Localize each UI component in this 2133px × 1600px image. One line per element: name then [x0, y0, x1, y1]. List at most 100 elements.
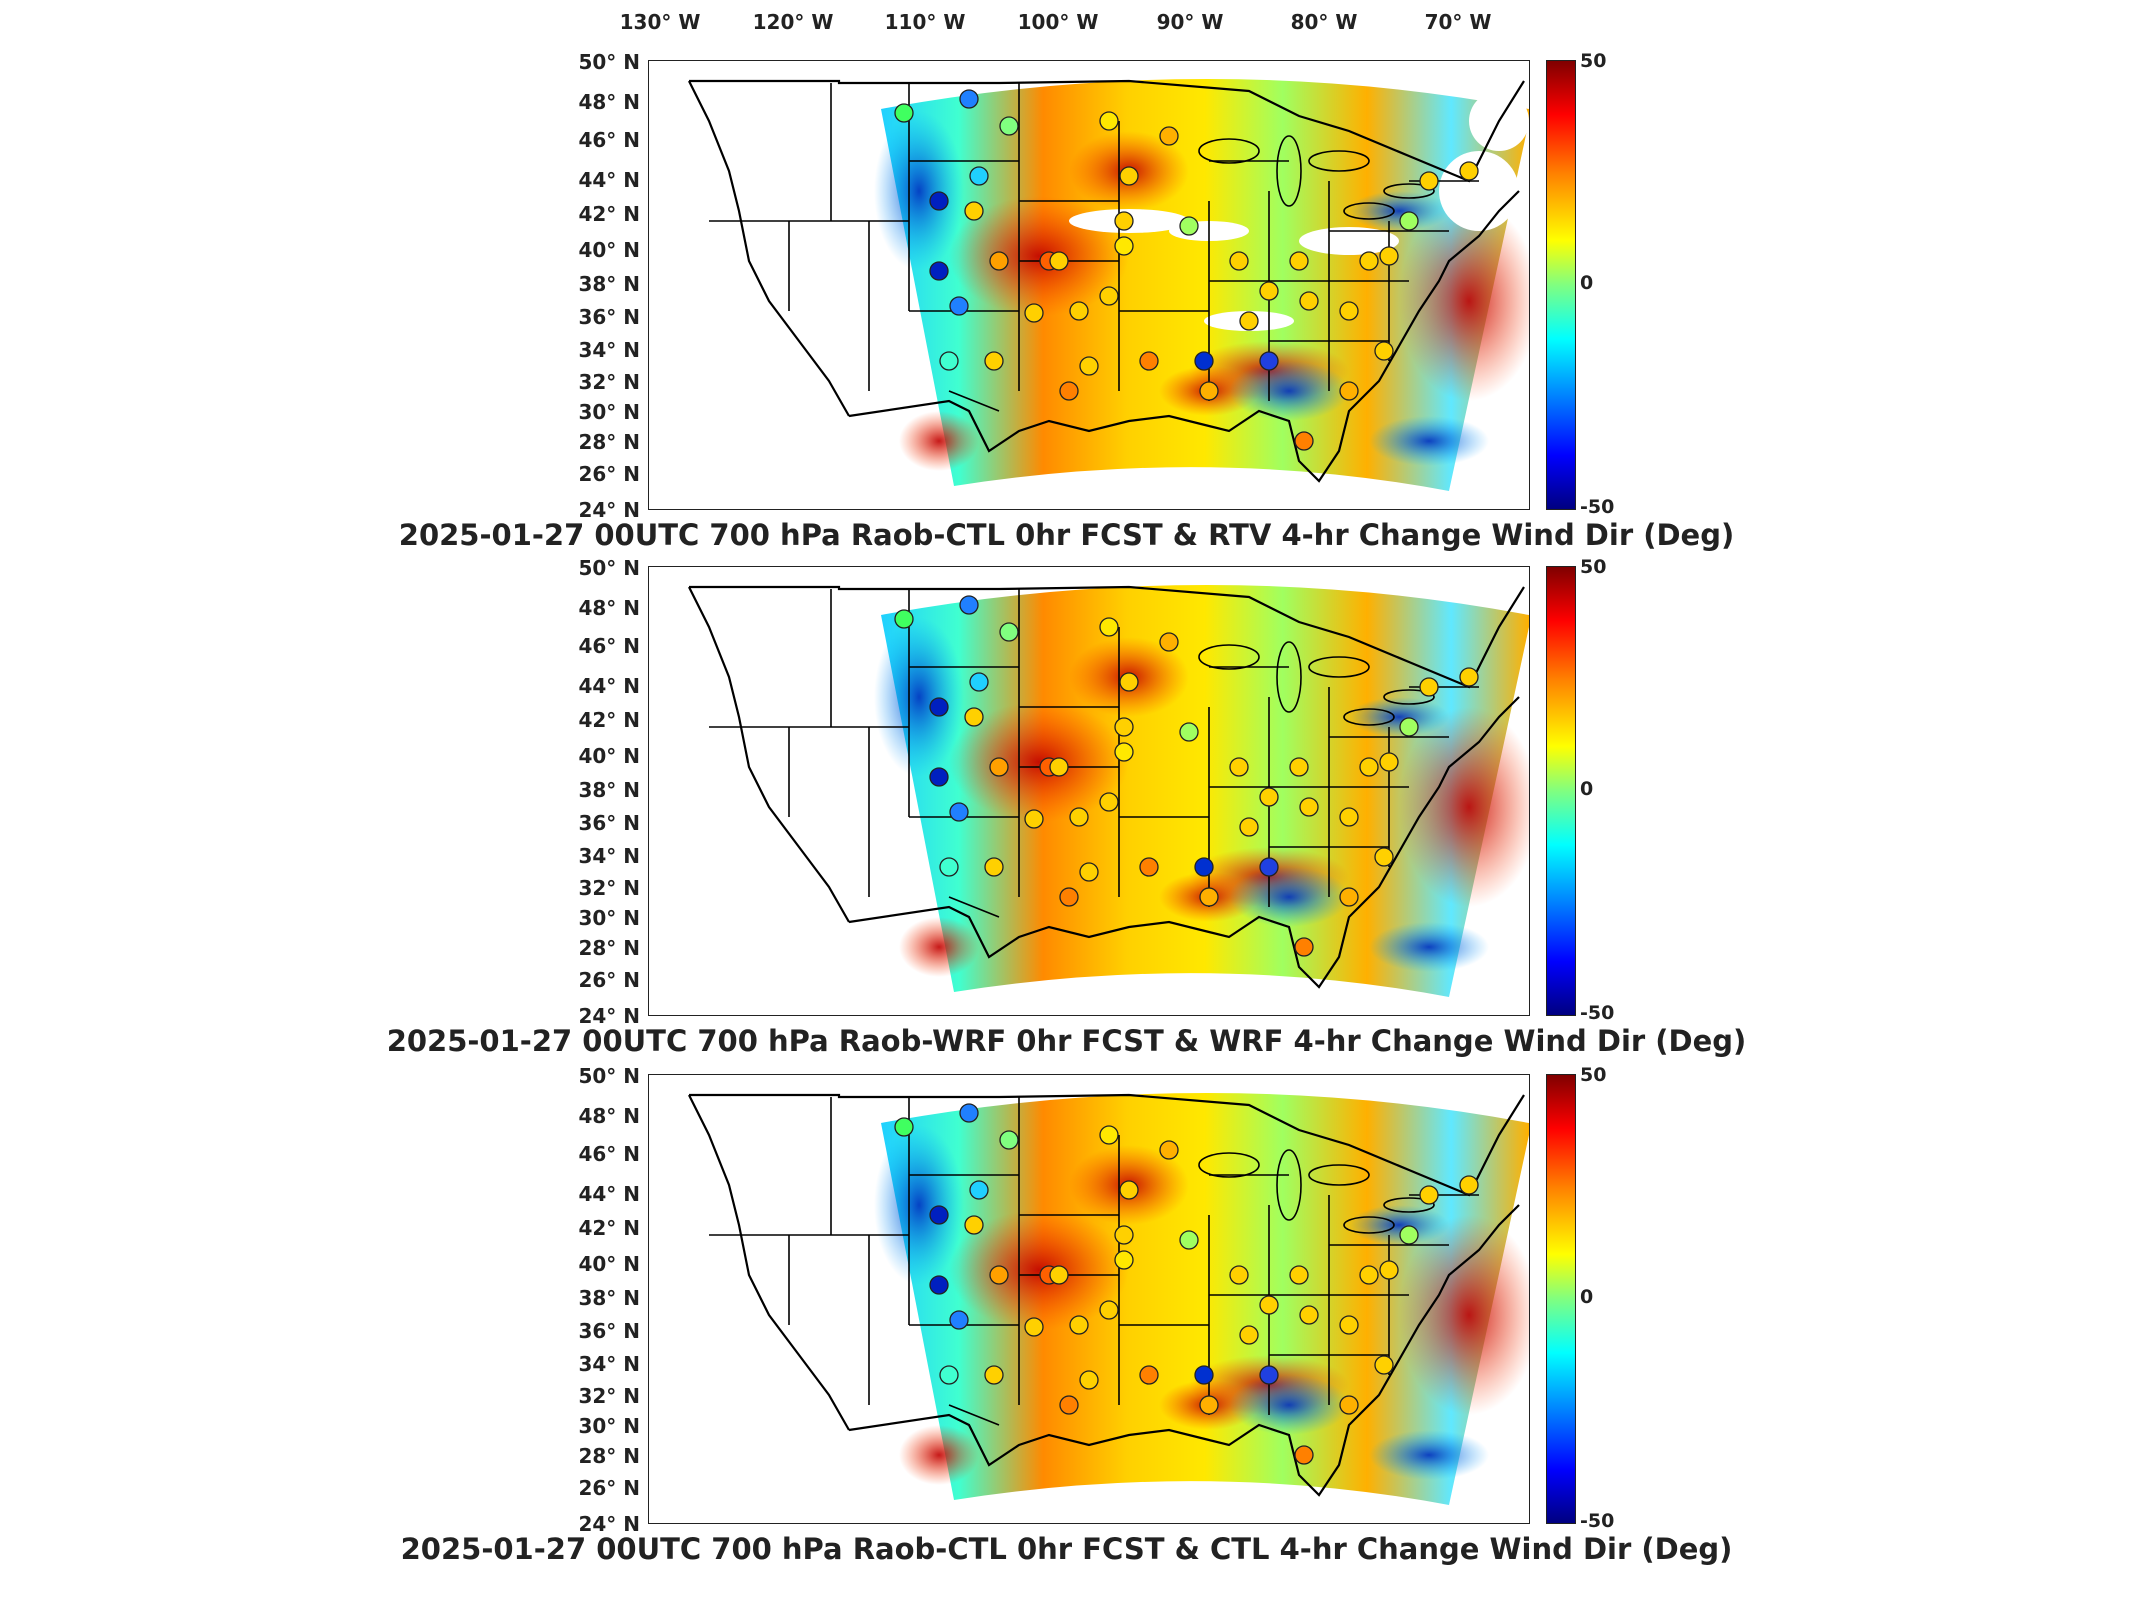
- lat-label: 28° N: [578, 1444, 640, 1468]
- raob-station-marker: [1069, 301, 1089, 321]
- lat-label: 30° N: [578, 1414, 640, 1438]
- raob-station-marker: [1024, 809, 1044, 829]
- raob-station-marker: [1459, 161, 1479, 181]
- map-plot-area: [648, 1074, 1530, 1524]
- raob-station-marker: [1114, 742, 1134, 762]
- raob-station-marker: [939, 351, 959, 371]
- lat-label: 34° N: [578, 1352, 640, 1376]
- lat-label: 42° N: [578, 708, 640, 732]
- lat-label: 32° N: [578, 370, 640, 394]
- raob-station-marker: [894, 1117, 914, 1137]
- wind-change-field: [881, 1093, 1529, 1505]
- raob-station-marker: [1419, 677, 1439, 697]
- lat-label: 36° N: [578, 1319, 640, 1343]
- map-svg: [688, 1093, 1529, 1505]
- lat-label: 26° N: [578, 968, 640, 992]
- raob-station-marker: [1199, 381, 1219, 401]
- raob-station-marker: [1229, 251, 1249, 271]
- raob-station-marker: [1069, 1315, 1089, 1335]
- raob-station-marker: [929, 261, 949, 281]
- raob-station-marker: [1299, 1305, 1319, 1325]
- raob-station-marker: [959, 595, 979, 615]
- raob-station-marker: [1399, 211, 1419, 231]
- colorbar-max-label: 50: [1580, 1064, 1607, 1086]
- raob-station-marker: [1289, 757, 1309, 777]
- raob-station-marker: [1114, 1225, 1134, 1245]
- panel-title: 2025-01-27 00UTC 700 hPa Raob-CTL 0hr FC…: [398, 518, 1735, 552]
- state-boundary: [948, 390, 1000, 412]
- raob-station-marker: [1059, 381, 1079, 401]
- raob-station-marker: [1259, 787, 1279, 807]
- lat-label: 26° N: [578, 1476, 640, 1500]
- raob-station-marker: [1339, 807, 1359, 827]
- raob-station-marker: [1294, 431, 1314, 451]
- raob-station-marker: [929, 1205, 949, 1225]
- lat-label: 26° N: [578, 462, 640, 486]
- raob-station-marker: [999, 116, 1019, 136]
- positive-change-area: [949, 1210, 1129, 1330]
- colorbar: [1546, 1074, 1576, 1524]
- negative-change-area: [1229, 361, 1349, 421]
- raob-station-marker: [1379, 1260, 1399, 1280]
- lat-label: 38° N: [578, 778, 640, 802]
- raob-station-marker: [1259, 351, 1279, 371]
- lon-label: 90° W: [1156, 10, 1224, 34]
- raob-station-marker: [1099, 286, 1119, 306]
- raob-station-marker: [999, 1130, 1019, 1150]
- raob-station-marker: [1099, 1125, 1119, 1145]
- raob-station-marker: [1099, 1300, 1119, 1320]
- great-lake-outline: [1308, 1164, 1370, 1186]
- raob-station-marker: [1079, 1370, 1099, 1390]
- raob-station-marker: [964, 1215, 984, 1235]
- lon-label: 80° W: [1290, 10, 1358, 34]
- raob-station-marker: [964, 201, 984, 221]
- raob-station-marker: [1229, 1265, 1249, 1285]
- raob-station-marker: [1399, 1225, 1419, 1245]
- raob-station-marker: [1359, 1265, 1379, 1285]
- lat-label: 24° N: [578, 1512, 640, 1536]
- lon-label: 110° W: [884, 10, 966, 34]
- lat-label: 48° N: [578, 596, 640, 620]
- raob-station-marker: [1239, 1325, 1259, 1345]
- negative-change-area: [1229, 867, 1349, 927]
- negative-change-area: [1349, 1205, 1449, 1245]
- lat-label: 40° N: [578, 1252, 640, 1276]
- raob-station-marker: [1059, 1395, 1079, 1415]
- lat-label: 32° N: [578, 876, 640, 900]
- colorbar-max-label: 50: [1580, 50, 1607, 72]
- raob-station-marker: [959, 1103, 979, 1123]
- lat-label: 42° N: [578, 1216, 640, 1240]
- raob-station-marker: [1194, 351, 1214, 371]
- raob-station-marker: [1419, 171, 1439, 191]
- raob-station-marker: [984, 351, 1004, 371]
- lat-label: 38° N: [578, 272, 640, 296]
- raob-station-marker: [929, 697, 949, 717]
- lat-label: 50° N: [578, 50, 640, 74]
- raob-station-marker: [1069, 807, 1089, 827]
- great-lake-outline: [1198, 138, 1260, 164]
- great-lake-outline: [1383, 689, 1435, 705]
- lat-label: 32° N: [578, 1384, 640, 1408]
- positive-change-area: [899, 1425, 979, 1485]
- lon-label: 100° W: [1017, 10, 1099, 34]
- great-lake-outline: [1383, 183, 1435, 199]
- raob-station-marker: [1139, 351, 1159, 371]
- raob-station-marker: [1374, 341, 1394, 361]
- raob-station-marker: [999, 622, 1019, 642]
- negative-change-area: [1229, 1375, 1349, 1435]
- raob-station-marker: [1379, 246, 1399, 266]
- raob-station-marker: [989, 757, 1009, 777]
- raob-station-marker: [1049, 757, 1069, 777]
- raob-station-marker: [1359, 757, 1379, 777]
- state-boundary: [948, 896, 1000, 918]
- raob-station-marker: [1229, 757, 1249, 777]
- raob-station-marker: [1114, 211, 1134, 231]
- raob-station-marker: [1159, 1140, 1179, 1160]
- raob-station-marker: [1079, 862, 1099, 882]
- lat-label: 46° N: [578, 128, 640, 152]
- raob-station-marker: [1119, 1180, 1139, 1200]
- raob-station-marker: [1114, 236, 1134, 256]
- lat-label: 40° N: [578, 744, 640, 768]
- lat-label: 34° N: [578, 338, 640, 362]
- map-plot-area: [648, 566, 1530, 1016]
